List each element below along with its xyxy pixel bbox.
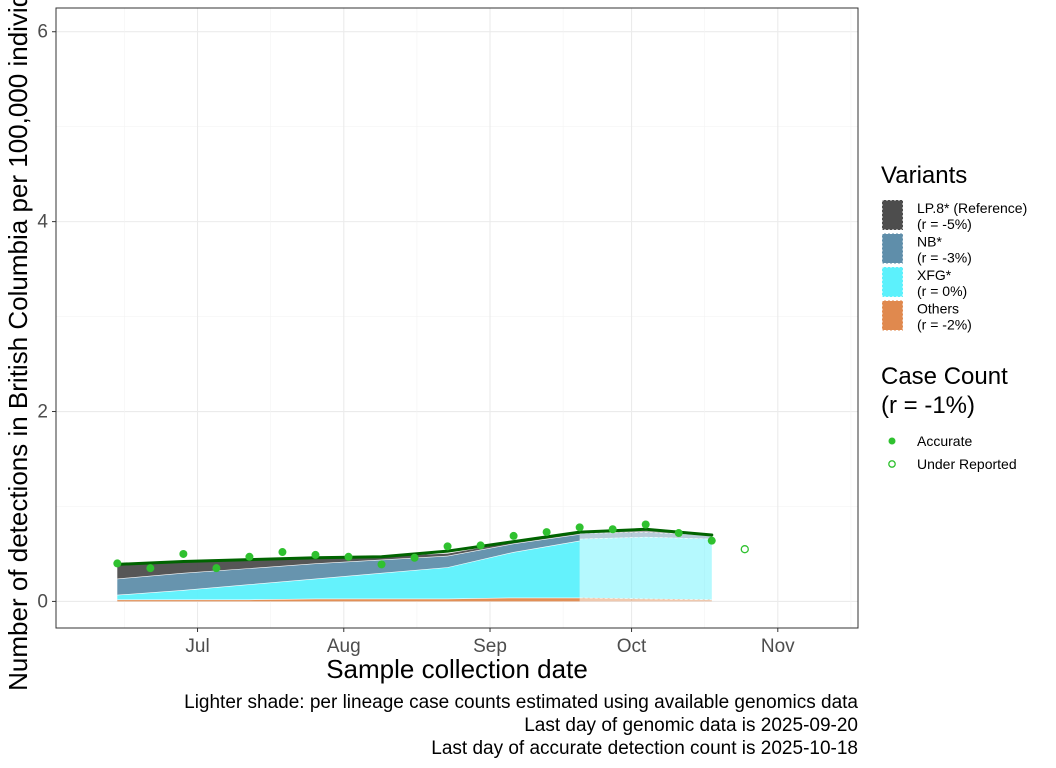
y-tick-label: 2 — [37, 402, 48, 423]
caption-line-3: Last day of accurate detection count is … — [431, 738, 858, 759]
area-lp-8-reference-observed — [117, 532, 580, 579]
legend-variant-r: (r = -3%) — [917, 250, 972, 266]
area-boundary-xfg — [579, 536, 712, 540]
legend-swatch — [881, 199, 904, 231]
legend: Variants LP.8* (Reference)(r = -5%)NB*(r… — [881, 162, 1027, 472]
legend-variant-r: (r = 0%) — [917, 283, 967, 299]
legend-swatch — [881, 300, 904, 331]
y-tick-label: 0 — [37, 591, 48, 612]
point-accurate — [410, 553, 419, 562]
area-xfg-projected — [579, 536, 712, 600]
x-tick-label: Oct — [617, 636, 647, 657]
point-accurate — [509, 531, 518, 540]
point-accurate — [179, 549, 188, 558]
x-tick-label: Nov — [761, 636, 795, 657]
plot-background — [56, 8, 858, 628]
legend-accurate-label: Accurate — [917, 433, 972, 449]
point-accurate — [707, 536, 716, 545]
area-nb-observed — [117, 534, 580, 595]
legend-title-case-count: Case Count — [881, 363, 1008, 390]
legend-under-reported-marker — [888, 460, 896, 468]
area-xfg-observed — [117, 540, 580, 600]
x-tick-label: Sep — [473, 636, 507, 657]
x-axis-title: Sample collection date — [326, 654, 588, 684]
axis-ticks: 0 2 4 6 Jul Aug Sep Oct Nov — [37, 22, 795, 657]
legend-under-reported-label: Under Reported — [917, 456, 1017, 472]
y-tick-label: 6 — [37, 22, 48, 43]
grid — [56, 8, 858, 628]
point-accurate — [146, 564, 155, 573]
caption-line-2: Last day of genomic data is 2025-09-20 — [524, 715, 858, 736]
point-under-reported — [740, 545, 749, 554]
x-tick-label: Jul — [185, 636, 209, 657]
point-accurate — [344, 552, 353, 561]
point-accurate — [575, 523, 584, 532]
point-accurate — [641, 520, 650, 529]
legend-variant-name: NB* — [917, 234, 942, 250]
point-accurate — [311, 550, 320, 559]
x-tick-label: Aug — [327, 636, 361, 657]
point-accurate — [674, 529, 683, 538]
stacked-areas — [117, 529, 712, 602]
legend-variant-r: (r = -2%) — [917, 317, 972, 333]
point-accurate — [608, 525, 617, 534]
y-tick-label: 4 — [37, 212, 48, 233]
legend-title-variants: Variants — [881, 162, 967, 189]
point-accurate — [113, 559, 122, 568]
legend-variant-r: (r = -5%) — [917, 216, 972, 232]
legend-variant-name: LP.8* (Reference) — [917, 200, 1027, 216]
point-accurate — [278, 548, 287, 557]
area-boundary-others — [579, 597, 712, 601]
point-accurate — [476, 541, 485, 550]
legend-accurate-marker — [888, 437, 896, 445]
y-axis-title: Number of detections in British Columbia… — [3, 0, 33, 691]
point-accurate — [443, 542, 452, 551]
plot-border — [55, 7, 859, 629]
point-accurate — [245, 552, 254, 561]
point-accurate — [212, 564, 221, 573]
legend-title-case-count-r: (r = -1%) — [881, 392, 975, 419]
legend-swatch — [881, 233, 904, 264]
case-count-points — [113, 520, 749, 573]
point-accurate — [377, 560, 386, 569]
caption-line-1: Lighter shade: per lineage case counts e… — [184, 692, 858, 713]
legend-variant-name: XFG* — [917, 267, 952, 283]
area-others-projected — [579, 597, 712, 602]
legend-swatch — [881, 266, 904, 298]
legend-variant-name: Others — [917, 301, 959, 317]
point-accurate — [542, 528, 551, 537]
